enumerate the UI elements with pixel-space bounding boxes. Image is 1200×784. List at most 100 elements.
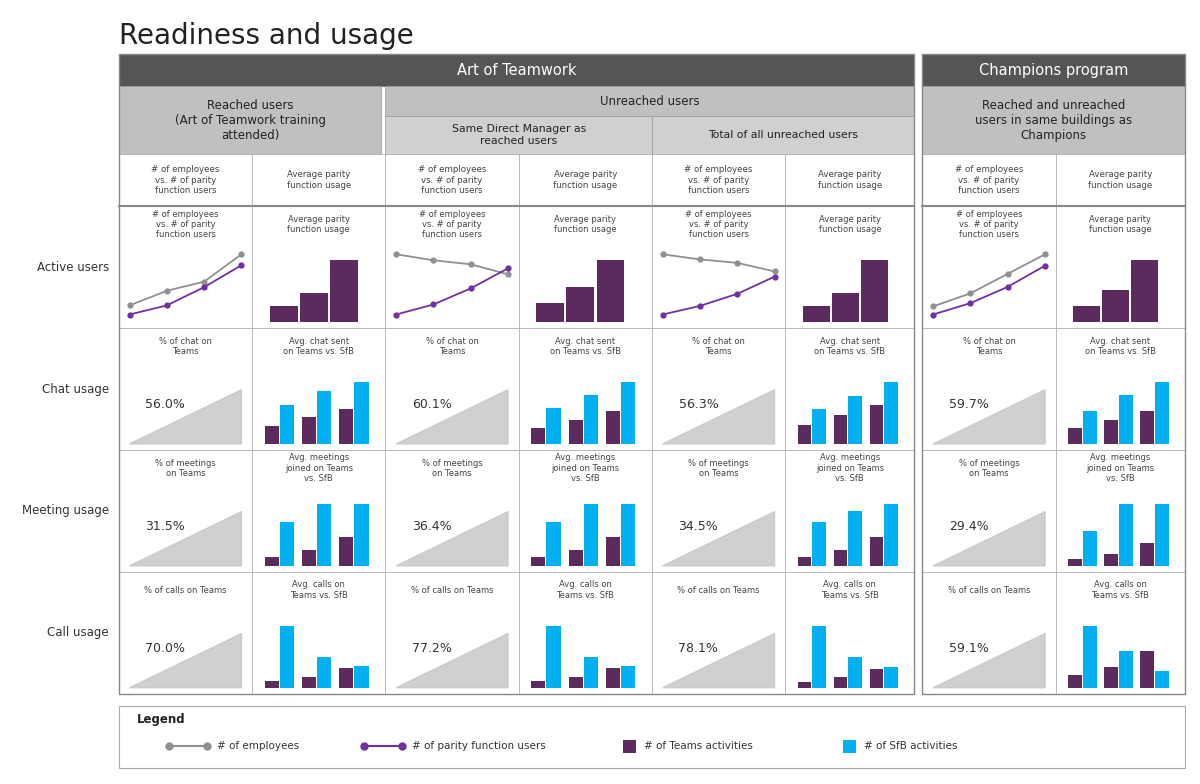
Text: # of employees: # of employees [217,741,299,751]
Text: # of employees
vs. # of parity
function users: # of employees vs. # of parity function … [418,165,486,195]
Bar [652,116,914,154]
Bar [1073,306,1100,322]
Bar [1104,419,1118,444]
Bar [532,557,545,566]
Bar [870,405,883,444]
Polygon shape [662,390,774,444]
Bar [385,328,518,450]
Bar [923,86,1186,154]
Bar [1056,206,1186,328]
Bar [1104,667,1118,688]
Bar [1056,328,1186,450]
Text: Average parity
function usage: Average parity function usage [287,170,350,190]
Bar [923,54,1186,86]
Bar [569,550,583,566]
Text: Average parity
function usage: Average parity function usage [817,170,882,190]
Text: Average parity
function usage: Average parity function usage [1090,215,1152,234]
Text: 29.4%: 29.4% [949,520,989,533]
Bar [1082,412,1097,444]
Text: % of calls on Teams: % of calls on Teams [677,586,760,594]
Bar [1068,559,1082,566]
Bar [606,537,620,566]
Bar [848,510,862,566]
Text: % of chat on
Teams: % of chat on Teams [160,336,212,356]
Bar [652,450,785,572]
Bar [1056,450,1186,572]
Text: # of employees
vs. # of parity
function users: # of employees vs. # of parity function … [419,209,485,239]
Bar [870,537,883,566]
Text: Avg. meetings
joined on Teams
vs. SfB: Avg. meetings joined on Teams vs. SfB [816,453,884,483]
Text: Avg. calls on
Teams vs. SfB: Avg. calls on Teams vs. SfB [1092,580,1150,600]
Bar [265,681,278,688]
Bar [812,409,826,444]
Bar [1104,554,1118,566]
Bar [844,739,857,753]
Bar [317,391,331,444]
Text: Legend: Legend [137,713,186,726]
Text: Avg. chat sent
on Teams vs. SfB: Avg. chat sent on Teams vs. SfB [283,336,354,356]
Bar [606,668,620,688]
Bar [385,572,518,694]
Bar [785,572,914,694]
Bar [385,116,652,154]
Bar [252,154,385,206]
Polygon shape [934,390,1045,444]
Text: % of meetings
on Teams: % of meetings on Teams [959,459,1020,478]
Bar [569,419,583,444]
Text: 70.0%: 70.0% [145,642,185,655]
Bar [340,537,354,566]
Text: % of calls on Teams: % of calls on Teams [144,586,227,594]
Text: Average parity
function usage: Average parity function usage [1088,170,1152,190]
Polygon shape [396,512,508,566]
Text: # of employees
vs. # of parity
function users: # of employees vs. # of parity function … [955,165,1024,195]
Bar [624,739,636,753]
Text: % of chat on
Teams: % of chat on Teams [426,336,479,356]
Bar [1118,651,1133,688]
Text: Champions program: Champions program [979,63,1128,78]
Bar [1056,572,1186,694]
Bar [252,572,385,694]
Bar [317,504,331,566]
Text: 56.3%: 56.3% [678,398,719,412]
Bar [1154,382,1169,444]
Text: 34.5%: 34.5% [678,520,719,533]
Bar [265,557,278,566]
Bar [252,450,385,572]
Bar [518,328,652,450]
Bar [280,521,294,566]
Text: Same Direct Manager as
reached users: Same Direct Manager as reached users [451,125,586,146]
Bar [354,504,368,566]
Bar [119,572,252,694]
Text: Avg. meetings
joined on Teams
vs. SfB: Avg. meetings joined on Teams vs. SfB [1086,453,1154,483]
Bar [1118,395,1133,444]
Bar [119,328,252,450]
Text: 77.2%: 77.2% [412,642,452,655]
Bar [798,681,811,688]
Text: # of Teams activities: # of Teams activities [644,741,754,751]
Text: Avg. meetings
joined on Teams
vs. SfB: Avg. meetings joined on Teams vs. SfB [551,453,619,483]
Bar [884,382,898,444]
Text: 31.5%: 31.5% [145,520,185,533]
Bar [1140,543,1154,566]
Bar [280,405,294,444]
Bar [265,426,278,444]
Bar [340,668,354,688]
Text: Meeting usage: Meeting usage [22,504,109,517]
Text: % of meetings
on Teams: % of meetings on Teams [421,459,482,478]
Bar [1154,671,1169,688]
Bar [1154,504,1169,566]
Text: 78.1%: 78.1% [678,642,719,655]
Bar [798,557,811,566]
Bar [546,521,560,566]
Bar [583,504,598,566]
Bar [385,450,518,572]
Bar [518,450,652,572]
Bar [834,677,847,688]
Bar [1140,651,1154,688]
Bar [1118,504,1133,566]
Text: Avg. calls on
Teams vs. SfB: Avg. calls on Teams vs. SfB [821,580,878,600]
Bar [532,428,545,444]
Text: % of chat on
Teams: % of chat on Teams [692,336,745,356]
Text: 56.0%: 56.0% [145,398,185,412]
Bar [812,521,826,566]
